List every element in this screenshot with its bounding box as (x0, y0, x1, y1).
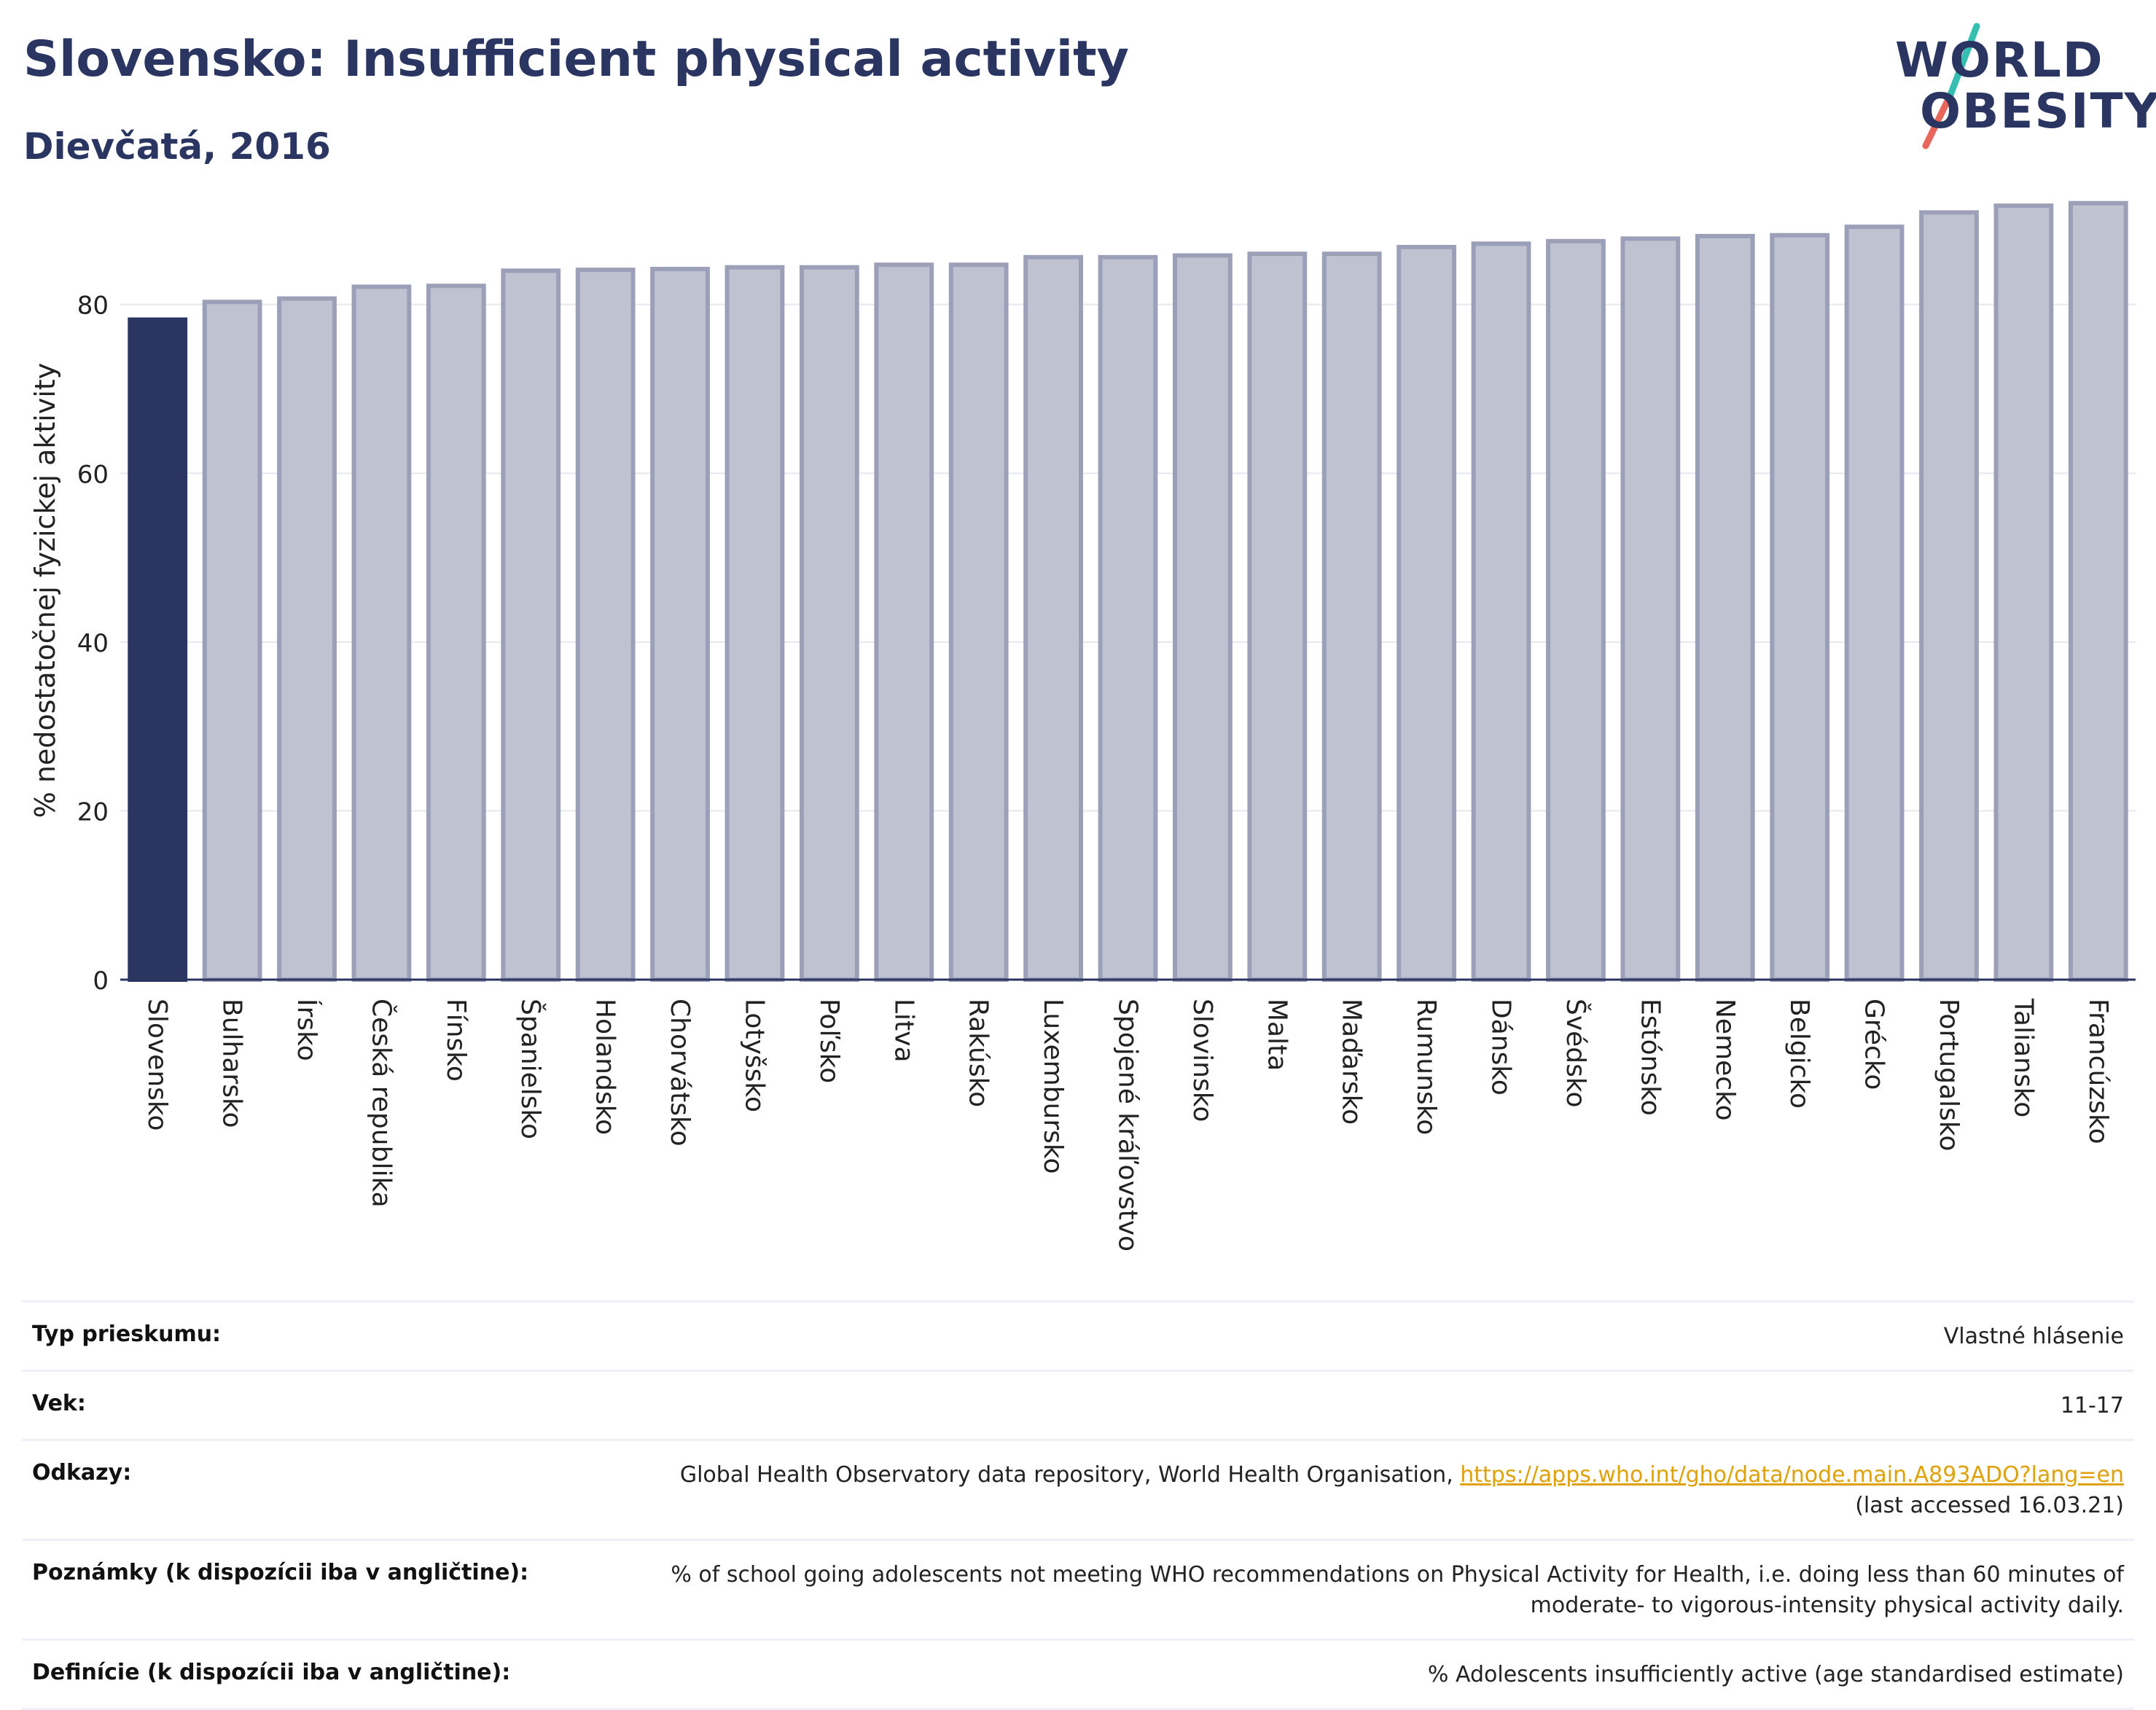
x-tick-label: Grécko (1859, 999, 1889, 1090)
x-tick-label: Litva (888, 999, 918, 1063)
x-tick-label: Švédsko (1561, 999, 1591, 1108)
bar (1770, 233, 1830, 983)
info-row-notes: Poznámky (k dispozícii iba v angličtine)… (22, 1539, 2134, 1639)
x-tick-label: Poľsko (814, 999, 844, 1083)
info-row-survey-type: Typ prieskumu: Vlastné hlásenie (22, 1300, 2134, 1370)
x-tick-label: Belgicko (1784, 999, 1814, 1109)
bar (426, 284, 486, 983)
bar (724, 265, 785, 983)
age-value: 11-17 (2060, 1393, 2124, 1418)
bar (202, 300, 262, 983)
bar (1695, 233, 1755, 983)
x-tick-label: Slovinsko (1187, 999, 1217, 1122)
info-row-references: Odkazy: Global Health Observatory data r… (22, 1439, 2134, 1539)
bar (1321, 251, 1382, 983)
bar-chart: 0 20 40 60 80 Slovensko Bulharsko Írsko Česká r… (77, 200, 2136, 1252)
x-tick-label: Rumunsko (1411, 999, 1441, 1135)
references-label: Odkazy: (32, 1460, 132, 1485)
chart-subtitle: Dievčatá, 2016 (23, 125, 331, 168)
x-tick-label: Francúzsko (2083, 999, 2113, 1144)
y-tick-label: 40 (77, 629, 109, 658)
bar (1247, 251, 1308, 983)
definitions-value: % Adolescents insufficiently active (age… (1427, 1662, 2124, 1687)
bars-layer (128, 200, 2128, 983)
y-tick-label: 0 (93, 967, 109, 996)
y-tick-label: 20 (77, 797, 109, 827)
notes-value: % of school going adolescents not meetin… (671, 1560, 2124, 1621)
bar (1919, 210, 1979, 983)
bar (501, 268, 561, 982)
bar (351, 284, 412, 982)
bar (1023, 254, 1083, 982)
x-tick-label: Česká republika (366, 999, 397, 1208)
bar (575, 268, 636, 983)
notes-line-1: % of school going adolescents not meetin… (671, 1562, 2124, 1588)
x-tick-label: Taliansko (2008, 998, 2038, 1117)
survey-type-value: Vlastné hlásenie (1943, 1324, 2124, 1349)
bar (128, 317, 188, 982)
bar (1620, 236, 1681, 982)
logo-word-obesity: OBESITY (1920, 83, 2156, 139)
y-tick-label: 80 (77, 292, 109, 321)
bar (1397, 244, 1457, 982)
notes-line-2: moderate- to vigorous-intensity physical… (1530, 1593, 2124, 1618)
bar (1471, 241, 1531, 982)
x-tick-label: Lotyšsko (739, 999, 769, 1112)
x-tick-labels: Slovensko Bulharsko Írsko Česká republika Fí… (142, 998, 2113, 1252)
references-accessed: (last accessed 16.03.21) (1855, 1493, 2124, 1518)
y-tick-labels: 0 20 40 60 80 (77, 292, 109, 996)
survey-type-label: Typ prieskumu: (32, 1321, 222, 1347)
bar (799, 265, 859, 983)
x-tick-label: Fínsko (441, 999, 471, 1082)
bar (948, 262, 1009, 982)
bar (1098, 254, 1158, 982)
references-text: Global Health Observatory data repositor… (679, 1462, 1461, 1488)
bar (277, 296, 337, 983)
notes-label: Poznámky (k dispozícii iba v angličtine)… (32, 1560, 529, 1585)
x-tick-label: Maďarsko (1337, 999, 1367, 1125)
bar (874, 262, 934, 982)
references-value: Global Health Observatory data repositor… (680, 1460, 2124, 1521)
references-link[interactable]: https://apps.who.int/gho/data/node.main.… (1460, 1462, 2124, 1488)
x-tick-label: Estónsko (1635, 999, 1665, 1116)
x-tick-label: Portugalsko (1934, 999, 1964, 1151)
x-tick-label: Chorvátsko (665, 999, 695, 1147)
x-tick-label: Slovensko (142, 999, 172, 1131)
x-tick-label: Spojené kráľovstvo (1113, 999, 1143, 1252)
x-tick-label: Írsko (292, 999, 322, 1061)
bar (1844, 225, 1905, 983)
x-tick-label: Bulharsko (217, 999, 247, 1128)
bar (650, 267, 710, 983)
x-tick-label: Rakúsko (964, 999, 993, 1107)
x-tick-label: Dánsko (1486, 999, 1516, 1096)
bar (1993, 203, 2054, 982)
x-tick-label: Španielsko (515, 999, 546, 1139)
x-tick-label: Malta (1262, 999, 1292, 1071)
bar (1546, 238, 1606, 982)
bar (2068, 200, 2128, 983)
world-obesity-logo: WORLD OBESITY (1895, 22, 2156, 153)
info-table: Typ prieskumu: Vlastné hlásenie Vek: 11-… (22, 1300, 2134, 1710)
x-tick-label: Nemecko (1710, 999, 1740, 1121)
x-tick-label: Holandsko (590, 999, 620, 1135)
y-tick-label: 60 (77, 460, 109, 489)
logo-slash-icon (1922, 23, 1980, 149)
bar (1173, 253, 1233, 982)
logo-word-world: WORLD (1895, 32, 2104, 88)
definitions-label: Definície (k dispozícii iba v angličtine… (32, 1660, 511, 1685)
chart-title: Slovensko: Insufficient physical activit… (23, 31, 1129, 88)
x-tick-label: Luxembursko (1038, 999, 1068, 1174)
age-label: Vek: (32, 1391, 86, 1416)
info-row-definitions: Definície (k dispozícii iba v angličtine… (22, 1639, 2134, 1710)
info-row-age: Vek: 11-17 (22, 1370, 2134, 1439)
